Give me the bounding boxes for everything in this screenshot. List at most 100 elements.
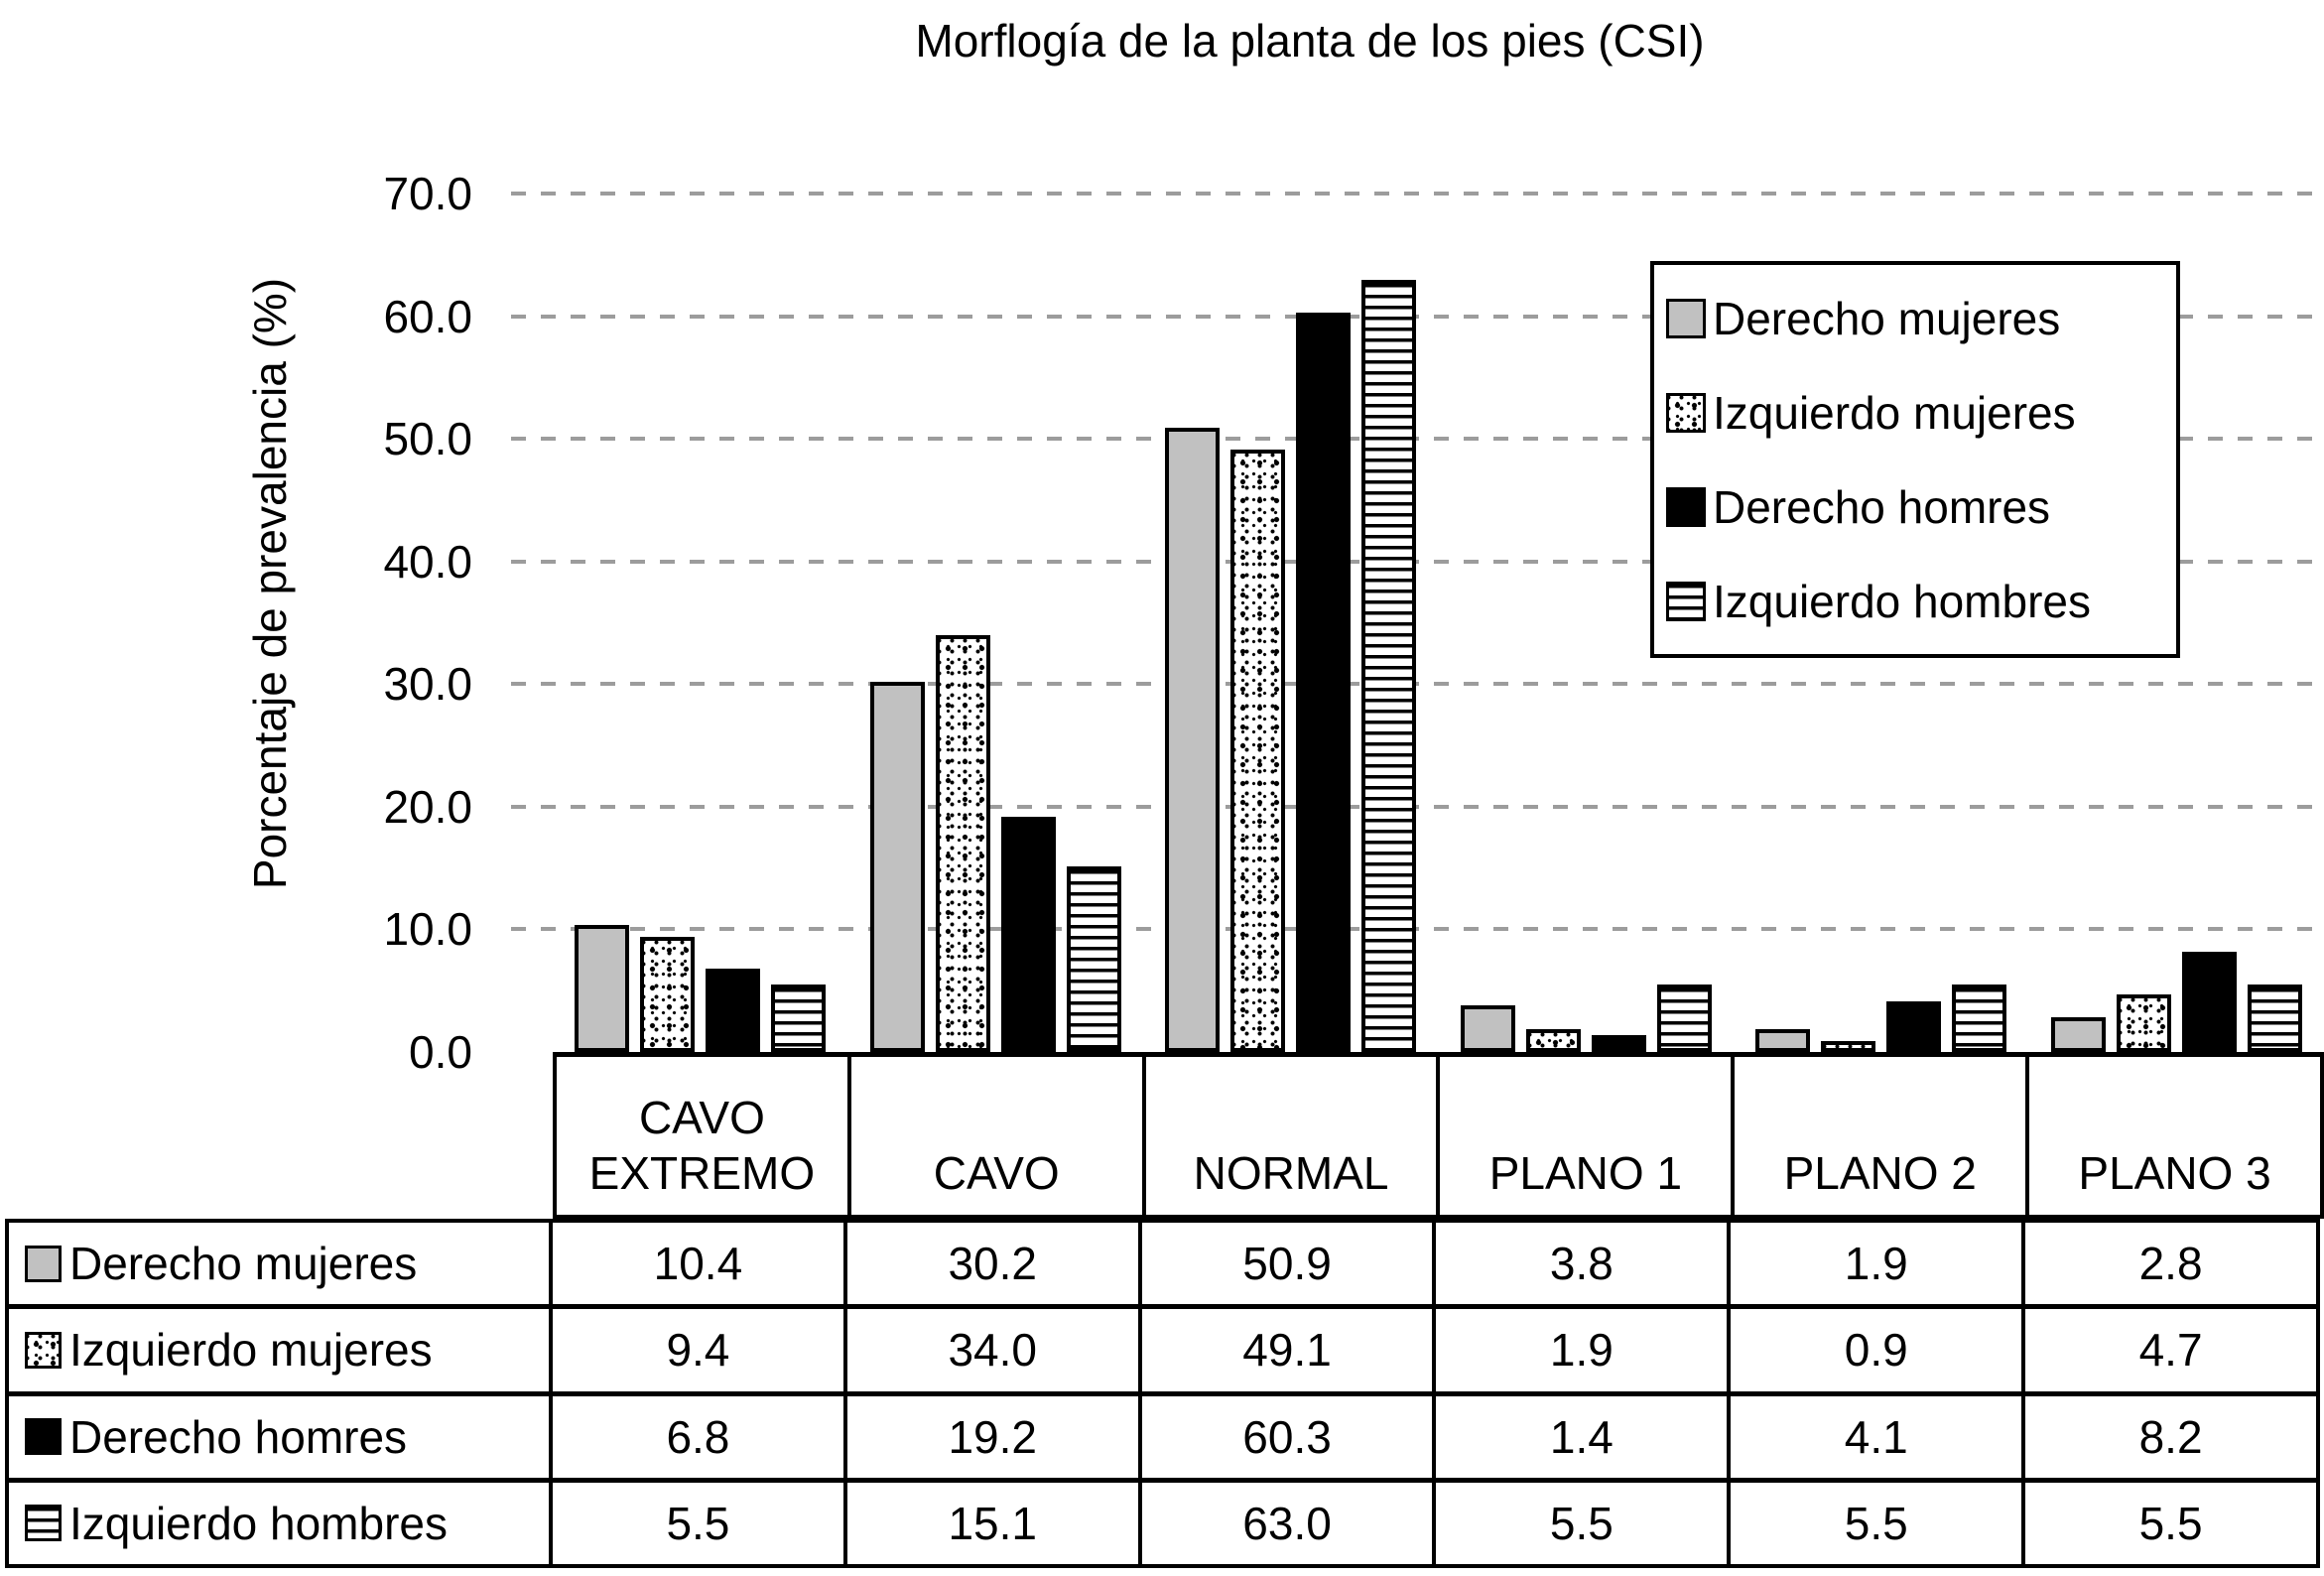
legend-label: Izquierdo hombres — [1713, 575, 2091, 627]
legend-label: Izquierdo mujeres — [1713, 386, 2076, 439]
table-row: Izquierdo mujeres 9.4 34.0 49.1 1.9 0.9 4.7 — [9, 1304, 2316, 1391]
table-value-cell: 0.9 — [1727, 1309, 2021, 1391]
category-header-cell: CAVO EXTREMO — [588, 1091, 816, 1199]
table-value-cell: 3.8 — [1432, 1223, 1727, 1305]
bar — [1755, 1028, 1811, 1052]
y-tick-label: 0.0 — [409, 1026, 472, 1078]
bar — [1460, 1005, 1515, 1052]
bar — [935, 634, 990, 1052]
table-value-cell: 5.5 — [1432, 1482, 1727, 1564]
table-value-cell: 49.1 — [1137, 1309, 1433, 1391]
bar — [1296, 312, 1352, 1052]
table-row-label: Derecho mujeres — [9, 1223, 553, 1305]
bar — [771, 985, 827, 1052]
bar — [1165, 428, 1221, 1052]
bar — [1525, 1028, 1581, 1052]
y-tick-label: 30.0 — [383, 658, 472, 711]
bar — [2181, 951, 2237, 1052]
gridline — [511, 192, 2324, 196]
category-header-cell: PLANO 2 — [1731, 1057, 2025, 1215]
bar-group-cavo — [848, 194, 1144, 1052]
bar — [1591, 1034, 1646, 1052]
plot-area — [511, 192, 2324, 1052]
table-value-cell: 1.4 — [1432, 1395, 1727, 1478]
row-swatch-black-icon — [25, 1418, 62, 1456]
row-swatch-speckle-icon — [25, 1331, 62, 1369]
legend-label: Derecho homres — [1713, 480, 2051, 533]
legend-swatch-speckle-icon — [1666, 392, 1706, 433]
bar — [1230, 450, 1286, 1052]
table-row: Derecho homres 6.8 19.2 60.3 1.4 4.1 8.2 — [9, 1390, 2316, 1478]
y-tick-label: 50.0 — [383, 413, 472, 465]
bar — [1066, 866, 1121, 1052]
bar-group-plano-3 — [2029, 194, 2324, 1052]
bar-group-normal — [1143, 194, 1439, 1052]
category-header-cell: PLANO 1 — [1436, 1057, 1731, 1215]
table-value-cell: 50.9 — [1137, 1223, 1433, 1305]
bar — [869, 681, 925, 1052]
bar — [706, 968, 761, 1052]
series-name: Derecho homres — [69, 1410, 408, 1463]
legend-item: Izquierdo hombres — [1666, 575, 2172, 628]
bar-group-plano-2 — [1734, 194, 2029, 1052]
table-value-cell: 5.5 — [2021, 1482, 2316, 1564]
y-tick-label: 60.0 — [383, 290, 472, 342]
bar — [2050, 1017, 2106, 1052]
table-value-cell: 63.0 — [1137, 1482, 1433, 1564]
table-row-label: Izquierdo mujeres — [9, 1309, 553, 1391]
table-value-cell: 1.9 — [1432, 1309, 1727, 1391]
legend-swatch-hlines-icon — [1666, 581, 1706, 621]
series-name: Izquierdo mujeres — [69, 1324, 433, 1377]
gridline — [511, 314, 2324, 319]
bar — [2247, 985, 2302, 1052]
data-table: Derecho mujeres 10.4 30.2 50.9 3.8 1.9 2.8 Izqu… — [5, 1219, 2320, 1568]
bar — [575, 924, 630, 1052]
table-value-cell: 4.1 — [1727, 1395, 2021, 1478]
table-value-cell: 2.8 — [2021, 1223, 2316, 1305]
legend: Derecho mujeres Izquierdo mujeres Derecho … — [1650, 261, 2180, 658]
category-header-row: CAVO EXTREMO CAVO NORMAL PLANO 1 PLANO 2 PLAN… — [553, 1052, 2324, 1219]
table-value-cell: 1.9 — [1727, 1223, 2021, 1305]
table-value-cell: 19.2 — [842, 1395, 1138, 1478]
legend-item: Derecho homres — [1666, 480, 2172, 534]
table-value-cell: 4.7 — [2021, 1309, 2316, 1391]
gridline — [511, 927, 2324, 932]
y-tick-label: 40.0 — [383, 535, 472, 588]
table-value-cell: 9.4 — [666, 1324, 730, 1377]
table-value-cell: 34.0 — [842, 1309, 1138, 1391]
table-value-cell: 5.5 — [666, 1497, 730, 1549]
bar-groups — [553, 194, 2324, 1052]
row-swatch-hlines-icon — [25, 1505, 62, 1542]
bar — [2116, 993, 2171, 1052]
y-tick-label: 20.0 — [383, 780, 472, 833]
table-value-cell: 15.1 — [842, 1482, 1138, 1564]
bar — [1886, 1001, 1942, 1052]
bar — [1821, 1040, 1876, 1052]
table-row: Derecho mujeres 10.4 30.2 50.9 3.8 1.9 2.8 — [9, 1223, 2316, 1305]
legend-item: Derecho mujeres — [1666, 292, 2172, 345]
category-header-cell: PLANO 3 — [2025, 1057, 2320, 1215]
gridline — [511, 559, 2324, 564]
row-swatch-gray-icon — [25, 1245, 62, 1282]
bar-group-plano-1 — [1439, 194, 1735, 1052]
bar-group-cavo-extremo — [553, 194, 848, 1052]
bar — [640, 936, 696, 1052]
chart-title: Morflogía de la planta de los pies (CSI) — [915, 15, 1705, 66]
table-row: Izquierdo hombres 5.5 15.1 63.0 5.5 5.5 5.5 — [9, 1477, 2316, 1564]
legend-item: Izquierdo mujeres — [1666, 386, 2172, 440]
table-value-cell: 60.3 — [1137, 1395, 1433, 1478]
bar — [1952, 985, 2007, 1052]
bar — [1361, 279, 1417, 1052]
series-name: Izquierdo hombres — [69, 1497, 448, 1549]
category-header-cell: NORMAL — [1141, 1057, 1437, 1215]
table-row-label: Derecho homres — [9, 1395, 553, 1478]
table-value-cell: 5.5 — [1727, 1482, 2021, 1564]
y-tick-label: 70.0 — [383, 168, 472, 219]
series-name: Derecho mujeres — [69, 1238, 418, 1290]
legend-label: Derecho mujeres — [1713, 292, 2061, 344]
bar — [1000, 816, 1056, 1052]
gridline — [511, 437, 2324, 442]
table-value-cell: 30.2 — [842, 1223, 1138, 1305]
gridline — [511, 682, 2324, 687]
